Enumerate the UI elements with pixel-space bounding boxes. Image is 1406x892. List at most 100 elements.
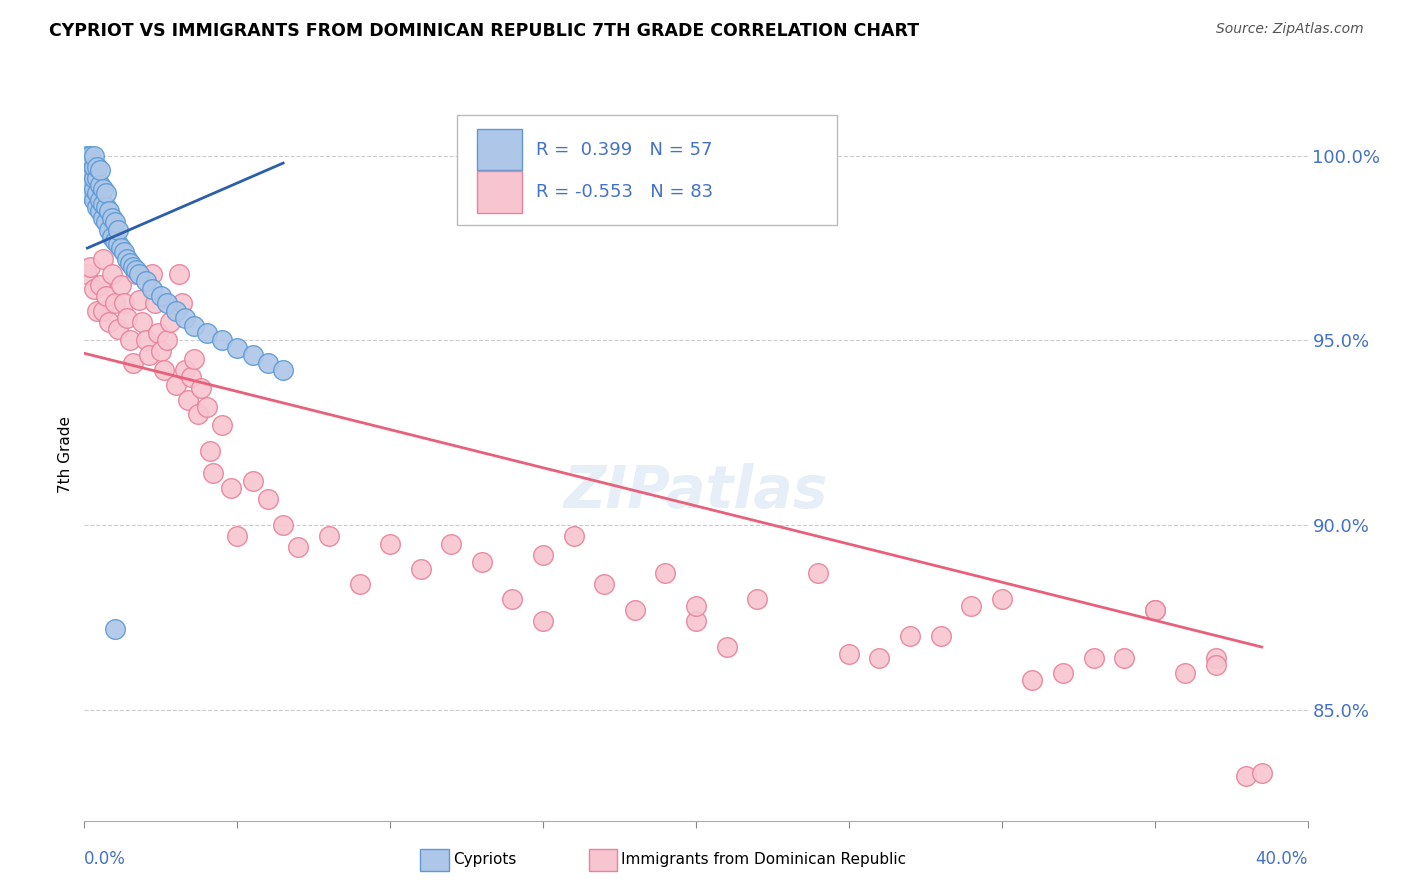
Point	[183, 318, 205, 333]
Point	[115, 252, 138, 267]
Point	[440, 536, 463, 550]
Point	[101, 230, 124, 244]
Point	[183, 351, 205, 366]
Point	[1250, 765, 1272, 780]
Point	[76, 149, 98, 163]
Point	[76, 186, 98, 200]
Point	[156, 334, 179, 348]
Point	[104, 622, 127, 636]
Point	[83, 182, 105, 196]
Text: Cypriots: Cypriots	[453, 853, 516, 867]
Point	[79, 260, 101, 274]
Text: CYPRIOT VS IMMIGRANTS FROM DOMINICAN REPUBLIC 7TH GRADE CORRELATION CHART: CYPRIOT VS IMMIGRANTS FROM DOMINICAN REP…	[49, 22, 920, 40]
Point	[122, 260, 145, 274]
Point	[1083, 651, 1105, 665]
Point	[76, 267, 98, 281]
Point	[79, 149, 101, 163]
Point	[531, 614, 554, 628]
Point	[97, 204, 120, 219]
Point	[1021, 673, 1043, 688]
Point	[86, 170, 108, 185]
Point	[257, 492, 280, 507]
Point	[242, 348, 264, 362]
Point	[807, 566, 830, 581]
Point	[747, 592, 769, 607]
Point	[94, 201, 117, 215]
Point	[929, 629, 952, 643]
Text: R =  0.399   N = 57: R = 0.399 N = 57	[536, 141, 713, 159]
Point	[91, 196, 114, 211]
Point	[89, 277, 111, 292]
Point	[125, 267, 148, 281]
Text: ZIPatlas: ZIPatlas	[564, 463, 828, 520]
Point	[110, 241, 132, 255]
Point	[138, 348, 160, 362]
Point	[716, 640, 738, 654]
Point	[869, 651, 891, 665]
Point	[94, 215, 117, 229]
Point	[219, 481, 242, 495]
Text: 0.0%: 0.0%	[84, 850, 127, 868]
Point	[104, 234, 127, 248]
Point	[91, 211, 114, 226]
Point	[174, 363, 197, 377]
Point	[1205, 658, 1227, 673]
Point	[195, 326, 218, 340]
Point	[409, 562, 432, 576]
Point	[125, 263, 148, 277]
Point	[177, 392, 200, 407]
Point	[76, 167, 98, 181]
Point	[76, 156, 98, 170]
Point	[94, 186, 117, 200]
Point	[318, 529, 340, 543]
Point	[83, 149, 105, 163]
Point	[190, 381, 212, 395]
Point	[502, 592, 524, 607]
Point	[471, 555, 494, 569]
Point	[685, 599, 707, 614]
Point	[91, 182, 114, 196]
FancyBboxPatch shape	[477, 171, 522, 213]
Point	[79, 175, 101, 189]
Point	[83, 282, 105, 296]
Point	[271, 518, 294, 533]
Text: R = -0.553   N = 83: R = -0.553 N = 83	[536, 183, 713, 201]
Point	[91, 252, 114, 267]
Point	[198, 444, 221, 458]
Point	[531, 548, 554, 562]
Point	[226, 529, 249, 543]
Point	[135, 274, 157, 288]
Point	[128, 293, 150, 307]
Point	[104, 296, 127, 310]
Point	[83, 160, 105, 174]
Point	[89, 204, 111, 219]
Point	[112, 244, 135, 259]
Point	[89, 163, 111, 178]
Point	[128, 267, 150, 281]
Point	[165, 303, 187, 318]
Point	[107, 322, 129, 336]
Point	[593, 577, 616, 591]
Point	[349, 577, 371, 591]
Point	[83, 193, 105, 207]
Point	[97, 222, 120, 236]
Point	[991, 592, 1014, 607]
Point	[101, 211, 124, 226]
Point	[86, 201, 108, 215]
Point	[167, 267, 190, 281]
Point	[186, 407, 208, 421]
Point	[624, 603, 647, 617]
Point	[287, 541, 309, 555]
Point	[79, 163, 101, 178]
Point	[120, 256, 142, 270]
Point	[960, 599, 983, 614]
Point	[226, 341, 249, 355]
Point	[143, 296, 166, 310]
Point	[153, 363, 176, 377]
Point	[898, 629, 921, 643]
Point	[242, 474, 264, 488]
Point	[91, 303, 114, 318]
Point	[89, 178, 111, 193]
Point	[165, 377, 187, 392]
Y-axis label: 7th Grade: 7th Grade	[58, 417, 73, 493]
